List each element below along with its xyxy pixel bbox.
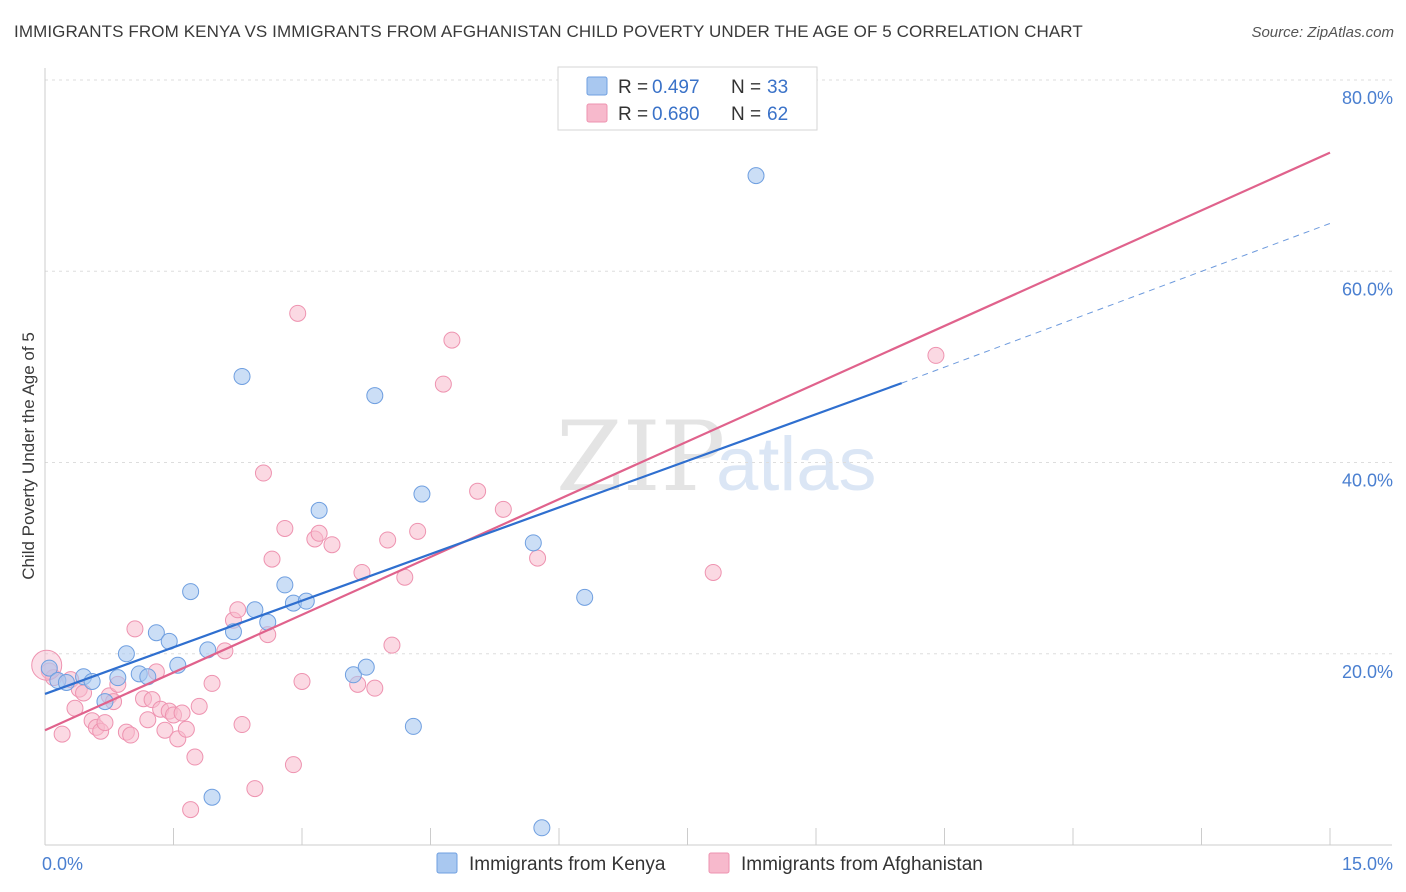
kenya-point <box>117 645 135 663</box>
kenya-point <box>413 485 431 503</box>
legend-afghan-r-value: 0.680 <box>652 104 700 125</box>
afghanistan-point <box>323 536 341 554</box>
afghanistan-point <box>529 549 547 567</box>
afghanistan-point <box>927 346 945 364</box>
afghanistan-point <box>126 620 144 638</box>
afghanistan-point <box>177 720 195 738</box>
afghanistan-point <box>156 721 174 739</box>
chart-title: IMMIGRANTS FROM KENYA VS IMMIGRANTS FROM… <box>14 22 1083 41</box>
afghanistan-point <box>53 725 71 743</box>
kenya-trend-extension <box>901 222 1331 384</box>
afghanistan-point <box>434 375 452 393</box>
afghanistan-point <box>310 524 328 542</box>
bottom-legend-afghan-label: Immigrants from Afghanistan <box>741 854 983 875</box>
afghanistan-point <box>203 674 221 692</box>
source-credit: Source: ZipAtlas.com <box>1251 24 1394 41</box>
afghanistan-point <box>284 756 302 774</box>
kenya-point <box>182 583 200 601</box>
legend-afghan-n-label: N = <box>731 104 761 125</box>
kenya-point <box>404 717 422 735</box>
bottom-legend-kenya-swatch <box>436 852 458 874</box>
y-tick-label: 40.0% <box>1342 471 1393 491</box>
kenya-point <box>357 658 375 676</box>
kenya-point <box>233 367 251 385</box>
bottom-legend-kenya-label: Immigrants from Kenya <box>469 854 666 875</box>
legend-kenya-n-value: 33 <box>767 77 788 98</box>
afghanistan-point <box>96 714 114 732</box>
afghanistan-point <box>409 522 427 540</box>
afghanistan-point <box>139 711 157 729</box>
y-tick-label: 80.0% <box>1342 88 1393 108</box>
x-axis-ticks <box>173 828 1331 845</box>
legend-kenya-n-label: N = <box>731 77 761 98</box>
x-tick-labels: 0.0% 15.0% <box>42 854 1393 874</box>
trend-lines <box>44 151 1331 732</box>
kenya-trend-line <box>44 382 903 695</box>
y-tick-label: 60.0% <box>1342 279 1393 299</box>
kenya-point <box>366 387 384 405</box>
bottom-legend-afghan-swatch <box>708 852 730 874</box>
legend-kenya-swatch <box>586 76 608 96</box>
afghanistan-point <box>122 726 140 744</box>
kenya-point <box>524 534 542 552</box>
y-tick-label: 20.0% <box>1342 662 1393 682</box>
legend-afghan-swatch <box>586 103 608 123</box>
kenya-point <box>40 659 58 677</box>
y-axis-label: Child Poverty Under the Age of 5 <box>19 332 38 580</box>
afghanistan-points <box>31 304 945 819</box>
afghanistan-point <box>276 519 294 537</box>
x-tick-label: 15.0% <box>1342 854 1393 874</box>
afghanistan-point <box>233 716 251 734</box>
afghanistan-point <box>190 697 208 715</box>
afghanistan-point <box>293 672 311 690</box>
afghanistan-point <box>443 331 461 349</box>
legend-afghan-n-value: 62 <box>767 104 788 125</box>
y-tick-labels: 20.0% 40.0% 60.0% 80.0% <box>1342 88 1393 682</box>
kenya-point <box>147 624 165 642</box>
afghanistan-point <box>254 464 272 482</box>
afghanistan-point <box>289 304 307 322</box>
kenya-point <box>533 819 551 837</box>
kenya-point <box>747 167 765 185</box>
afghanistan-point <box>246 780 264 798</box>
afghanistan-trend-line <box>44 151 1331 732</box>
series-legend: Immigrants from Kenya Immigrants from Af… <box>436 852 983 875</box>
afghanistan-point <box>229 601 247 619</box>
afghanistan-point <box>494 500 512 518</box>
afghanistan-point <box>379 531 397 549</box>
kenya-point <box>344 666 362 684</box>
legend-kenya-r-value: 0.497 <box>652 77 700 98</box>
watermark-atlas: atlas <box>716 422 877 507</box>
afghanistan-point <box>182 801 200 819</box>
afghanistan-point <box>383 636 401 654</box>
kenya-point <box>310 501 328 519</box>
kenya-point <box>109 669 127 687</box>
afghanistan-point <box>704 563 722 581</box>
kenya-point <box>276 576 294 594</box>
x-tick-label: 0.0% <box>42 854 83 874</box>
kenya-point <box>576 588 594 606</box>
afghanistan-point <box>186 748 204 766</box>
kenya-point <box>203 788 221 806</box>
correlation-legend: R = 0.497 N = 33 R = 0.680 N = 62 <box>557 66 818 131</box>
afghanistan-point <box>366 679 384 697</box>
afghanistan-point <box>469 482 487 500</box>
afghanistan-point <box>263 550 281 568</box>
legend-afghan-r-label: R = <box>618 104 648 125</box>
afghanistan-point <box>173 704 191 722</box>
legend-kenya-r-label: R = <box>618 77 648 98</box>
